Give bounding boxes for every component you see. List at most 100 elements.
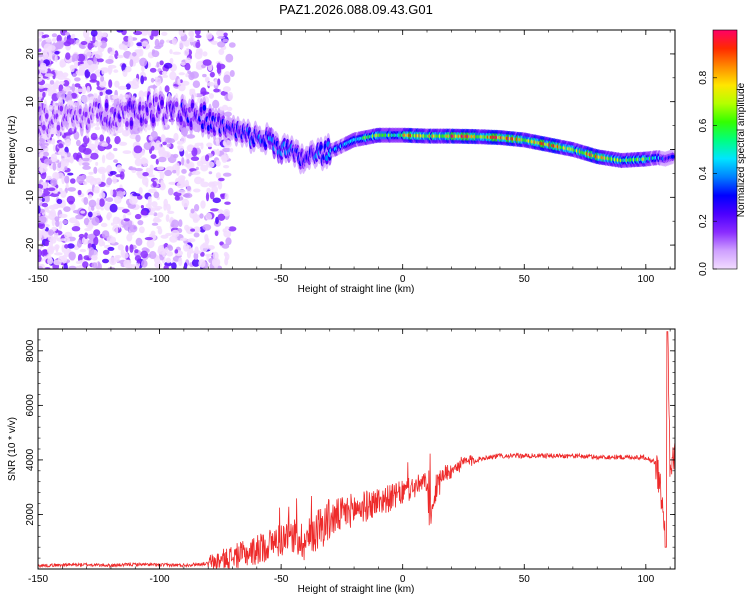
spectrogram-noise-cell	[225, 237, 232, 246]
spectrogram-noise-cell	[64, 166, 68, 171]
spectrogram-noise-cell	[121, 208, 130, 214]
spectrogram-noise-cell	[140, 205, 144, 209]
spectrogram-noise-cell	[102, 258, 109, 264]
spectrogram-x-tick-label: -150	[28, 274, 48, 285]
spectrogram-ridge-core	[179, 116, 183, 122]
spectrogram-noise-cell	[114, 50, 119, 60]
spectrogram-noise-cell	[195, 48, 202, 54]
spectrogram-noise-cell	[84, 69, 91, 78]
spectrogram-noise-cell	[141, 65, 145, 72]
spectrogram-noise-cell	[38, 215, 47, 224]
spectrogram-noise-cell	[140, 75, 145, 85]
spectrogram-noise-cell	[114, 136, 121, 145]
spectrogram-noise-cell	[125, 83, 131, 90]
spectrogram-x-tick-label: -100	[150, 274, 170, 285]
spectrogram-noise-cell	[123, 223, 131, 231]
spectrogram-noise-cell	[214, 79, 218, 86]
spectrogram-noise-cell	[224, 226, 230, 230]
spectrogram-noise-cell	[177, 145, 184, 152]
spectrogram-noise-cell	[87, 194, 93, 199]
spectrogram-noise-cell	[82, 165, 91, 170]
spectrogram-noise-cell	[99, 40, 107, 49]
spectrogram-noise-cell	[143, 76, 147, 81]
spectrogram-noise-cell	[38, 48, 42, 53]
spectrogram-noise-cell	[147, 199, 152, 206]
snr-x-tick-label: 100	[637, 574, 654, 585]
spectrogram-noise-cell	[90, 73, 97, 82]
colorbar-tick-label: 0.2	[698, 214, 709, 228]
spectrogram-noise-cell	[147, 31, 152, 37]
spectrogram-noise-cell	[38, 37, 43, 42]
spectrogram-ridge-core	[129, 120, 134, 127]
spectrogram-noise-cell	[54, 244, 60, 250]
spectrogram-noise-cell	[95, 210, 101, 218]
snr-frame	[37, 328, 676, 570]
spectrogram-noise-cell	[223, 209, 231, 217]
spectrogram-noise-cell	[205, 253, 213, 257]
spectrogram-noise-cell	[135, 134, 141, 143]
spectrogram-noise-cell	[63, 263, 68, 269]
spectrogram-noise-cell	[55, 220, 60, 227]
spectrogram-noise-cell	[58, 187, 63, 193]
spectrogram-noise-cell	[79, 248, 87, 253]
spectrogram-noise-cell	[223, 139, 232, 149]
spectrogram-noise-cell	[191, 258, 200, 267]
spectrogram-noise-cell	[38, 90, 41, 98]
spectrogram-noise-cell	[43, 52, 49, 59]
spectrogram-noise-cell	[54, 54, 58, 63]
spectrogram-noise-cell	[38, 137, 45, 142]
spectrogram-noise-cell	[99, 192, 106, 199]
spectrogram-noise-cell	[193, 188, 201, 193]
spectrogram-noise-cell	[176, 167, 180, 176]
spectrogram-ridge-core	[154, 96, 158, 103]
spectrogram-noise-cell	[80, 95, 90, 103]
spectrogram-noise-cell	[95, 177, 102, 185]
spectrogram-noise-cell	[69, 155, 74, 164]
spectrogram-noise-cell	[229, 70, 235, 77]
spectrogram-noise-cell	[58, 255, 66, 263]
spectrogram-noise-cell	[141, 41, 149, 47]
spectrogram-ridge-core	[45, 113, 49, 119]
spectrogram-noise-cell	[87, 211, 93, 218]
spectrogram-noise-cell	[150, 77, 155, 83]
spectrogram-noise-cell	[56, 172, 64, 180]
spectrogram-noise-cell	[185, 57, 192, 65]
spectrogram-noise-cell	[212, 99, 220, 109]
spectrogram-noise-cell	[153, 212, 158, 217]
spectrogram-frame	[37, 29, 676, 270]
spectrogram-noise-cell	[67, 172, 74, 176]
spectrogram-noise-cell	[228, 42, 236, 48]
spectrogram-noise-cell	[215, 172, 221, 179]
spectrogram-noise-cell	[183, 49, 190, 56]
spectrogram-noise-cell	[99, 134, 105, 142]
spectrogram-noise-cell	[102, 241, 106, 246]
spectrogram-noise-cell	[112, 175, 117, 185]
spectrogram-noise-cell	[214, 230, 219, 237]
spectrogram-noise-cell	[171, 262, 177, 269]
spectrogram-noise-cell	[113, 69, 119, 73]
spectrogram-noise-cell	[41, 35, 47, 39]
spectrogram-noise-cell	[98, 79, 107, 88]
spectrogram-noise-cell	[93, 186, 100, 193]
spectrogram-noise-cell	[169, 57, 174, 65]
spectrogram-noise-cell	[151, 145, 155, 151]
spectrogram-noise-cell	[102, 249, 110, 255]
spectrogram-noise-cell	[202, 59, 212, 66]
spectrogram-x-tick-label: 50	[519, 274, 531, 285]
spectrogram-noise-cell	[183, 39, 190, 47]
spectrogram-noise-cell	[42, 91, 46, 98]
spectrogram-noise-cell	[180, 61, 186, 66]
spectrogram-noise-cell	[222, 228, 227, 233]
spectrogram-noise-cell	[218, 48, 225, 56]
spectrogram-y-tick-label: 10	[25, 96, 36, 108]
spectrogram-ridge-core	[125, 121, 129, 127]
spectrogram-noise-cell	[188, 37, 195, 43]
spectrogram-noise-cell	[167, 187, 174, 196]
spectrogram-noise-cell	[55, 80, 60, 85]
spectrogram-noise-cell	[40, 165, 43, 175]
spectrogram-noise-cell	[161, 74, 169, 78]
spectrogram-noise-cell	[148, 174, 155, 178]
spectrogram-noise-cell	[216, 30, 225, 37]
spectrogram-noise-cell	[162, 250, 166, 258]
spectrogram-noise-cell	[101, 32, 107, 38]
